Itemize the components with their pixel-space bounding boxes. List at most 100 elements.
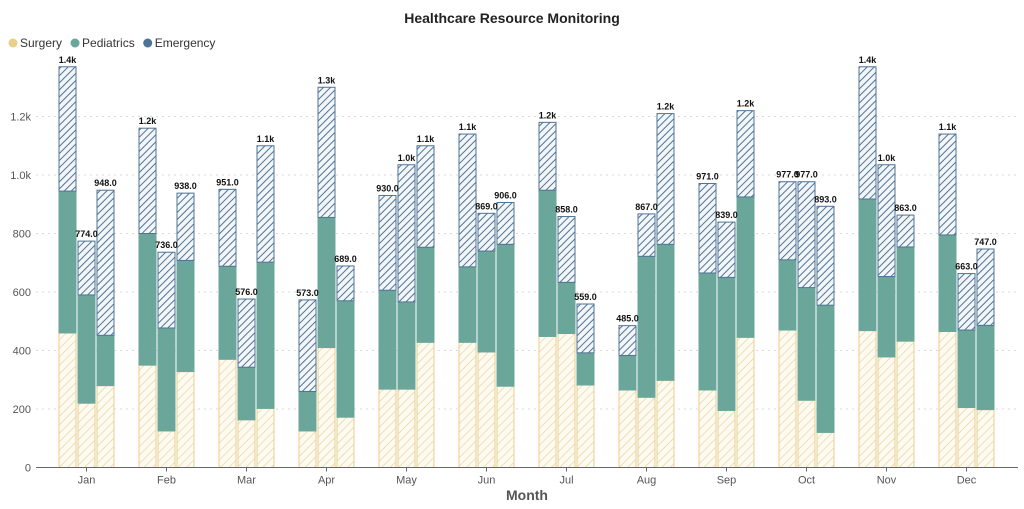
bar-segment-surgery	[458, 341, 477, 468]
bar-segment-pediatrics	[397, 301, 416, 390]
bar-total-label: 747.0	[974, 237, 997, 247]
y-tick-label: 400	[13, 346, 31, 358]
bar-total-label: 930.0	[376, 183, 399, 193]
bar-total-label: 938.0	[174, 181, 197, 191]
bar-segment-surgery	[378, 388, 397, 468]
y-tick-label: 600	[13, 287, 31, 299]
legend-label-emergency: Emergency	[155, 36, 216, 50]
x-tick-label: Nov	[877, 475, 897, 487]
bar-segment-surgery	[317, 347, 336, 469]
bar-total-label: 906.0	[494, 190, 517, 200]
bar-segment-pediatrics	[336, 300, 355, 418]
bar-segment-pediatrics	[58, 190, 77, 334]
bar-segment-pediatrics	[717, 276, 736, 411]
bar-segment-pediatrics	[938, 234, 957, 332]
bar-segment-surgery	[576, 384, 595, 469]
x-tick-label: Aug	[637, 475, 657, 487]
bar-segment-surgery	[717, 409, 736, 468]
bar-segment-surgery	[778, 329, 797, 468]
bar-segment-pediatrics	[618, 354, 637, 391]
bar-total-label: 977.0	[776, 170, 799, 180]
bar-segment-emergency	[378, 194, 397, 291]
legend: Surgery Pediatrics Emergency	[8, 36, 216, 50]
bar-segment-pediatrics	[538, 189, 557, 337]
bar-segment-surgery	[336, 416, 355, 469]
bar-segment-surgery	[736, 336, 755, 468]
legend-label-pediatrics: Pediatrics	[82, 36, 135, 50]
bar-total-label: 977.0	[795, 170, 818, 180]
bar-segment-emergency	[618, 325, 637, 356]
bar-segment-pediatrics	[656, 243, 675, 381]
bar-segment-surgery	[237, 419, 256, 469]
legend-label-surgery: Surgery	[20, 36, 62, 50]
bar-segment-pediatrics	[96, 334, 115, 387]
bar-segment-pediatrics	[237, 366, 256, 421]
bar-segment-emergency	[557, 216, 576, 283]
gridlines	[36, 116, 1018, 410]
legend-marker-emergency	[143, 38, 153, 48]
bar-total-label: 576.0	[235, 287, 258, 297]
bar-segment-emergency	[58, 66, 77, 192]
x-tick-label: Jan	[78, 475, 96, 487]
bar-segment-pediatrics	[317, 216, 336, 349]
bar-segment-surgery	[77, 402, 96, 468]
x-tick-label: Feb	[157, 475, 176, 487]
bar-segment-emergency	[816, 205, 835, 306]
bar-segment-surgery	[618, 389, 637, 468]
bar-segment-surgery	[656, 379, 675, 468]
x-tick-label: Mar	[237, 475, 256, 487]
bar-total-label: 893.0	[814, 194, 837, 204]
bar-total-label: 689.0	[334, 254, 357, 264]
bar-segment-surgery	[976, 409, 995, 468]
bar-segment-surgery	[477, 351, 496, 468]
bar-segment-pediatrics	[576, 352, 595, 386]
bar-segment-emergency	[458, 133, 477, 268]
bar-segment-surgery	[496, 385, 515, 468]
bar-segment-emergency	[778, 181, 797, 261]
bar-segment-emergency	[176, 192, 195, 261]
bar-segment-pediatrics	[218, 265, 237, 360]
x-tick-label: Jul	[559, 475, 573, 487]
bar-total-label: 1.1k	[417, 134, 436, 144]
bar-segment-emergency	[138, 127, 157, 234]
legend-marker-pediatrics	[70, 38, 80, 48]
x-tick-label: Oct	[798, 475, 815, 487]
bar-total-label: 1.4k	[59, 55, 78, 65]
x-tick-label: Apr	[318, 475, 335, 487]
bar-total-label: 1.1k	[939, 122, 958, 132]
y-tick-label: 800	[13, 229, 31, 241]
bar-total-label: 1.1k	[459, 122, 478, 132]
bar-segment-pediatrics	[298, 390, 317, 432]
bar-segment-pediatrics	[176, 259, 195, 373]
x-axis-title: Month	[506, 487, 548, 503]
bar-total-label: 863.0	[894, 203, 917, 213]
bar-segment-pediatrics	[698, 272, 717, 391]
bar-segment-emergency	[96, 189, 115, 336]
bar-segment-emergency	[896, 214, 915, 248]
bar-segment-surgery	[218, 358, 237, 468]
bar-segment-surgery	[96, 385, 115, 469]
bar-segment-emergency	[938, 133, 957, 236]
bar-segment-pediatrics	[976, 324, 995, 411]
x-tick-label: May	[396, 475, 417, 487]
bar-segment-emergency	[797, 181, 816, 289]
bar-segment-emergency	[397, 164, 416, 303]
bar-segment-emergency	[576, 303, 595, 354]
bar-total-label: 1.2k	[657, 102, 676, 112]
bar-total-label: 559.0	[574, 292, 597, 302]
bar-segment-pediatrics	[157, 327, 176, 432]
bar-segment-emergency	[976, 248, 995, 326]
bar-total-label: 951.0	[216, 177, 239, 187]
bar-segment-emergency	[656, 113, 675, 245]
bar-segment-emergency	[336, 265, 355, 302]
bar-segment-surgery	[538, 335, 557, 468]
bar-segment-pediatrics	[138, 233, 157, 366]
bar-segment-surgery	[896, 340, 915, 469]
bar-segment-surgery	[557, 333, 576, 468]
x-tick-label: Sep	[717, 475, 737, 487]
bar-segment-pediatrics	[778, 259, 797, 331]
bar-segment-pediatrics	[256, 261, 275, 409]
bar-segment-pediatrics	[416, 246, 435, 343]
bar-total-label: 1.0k	[878, 153, 897, 163]
bar-segment-emergency	[298, 299, 317, 392]
